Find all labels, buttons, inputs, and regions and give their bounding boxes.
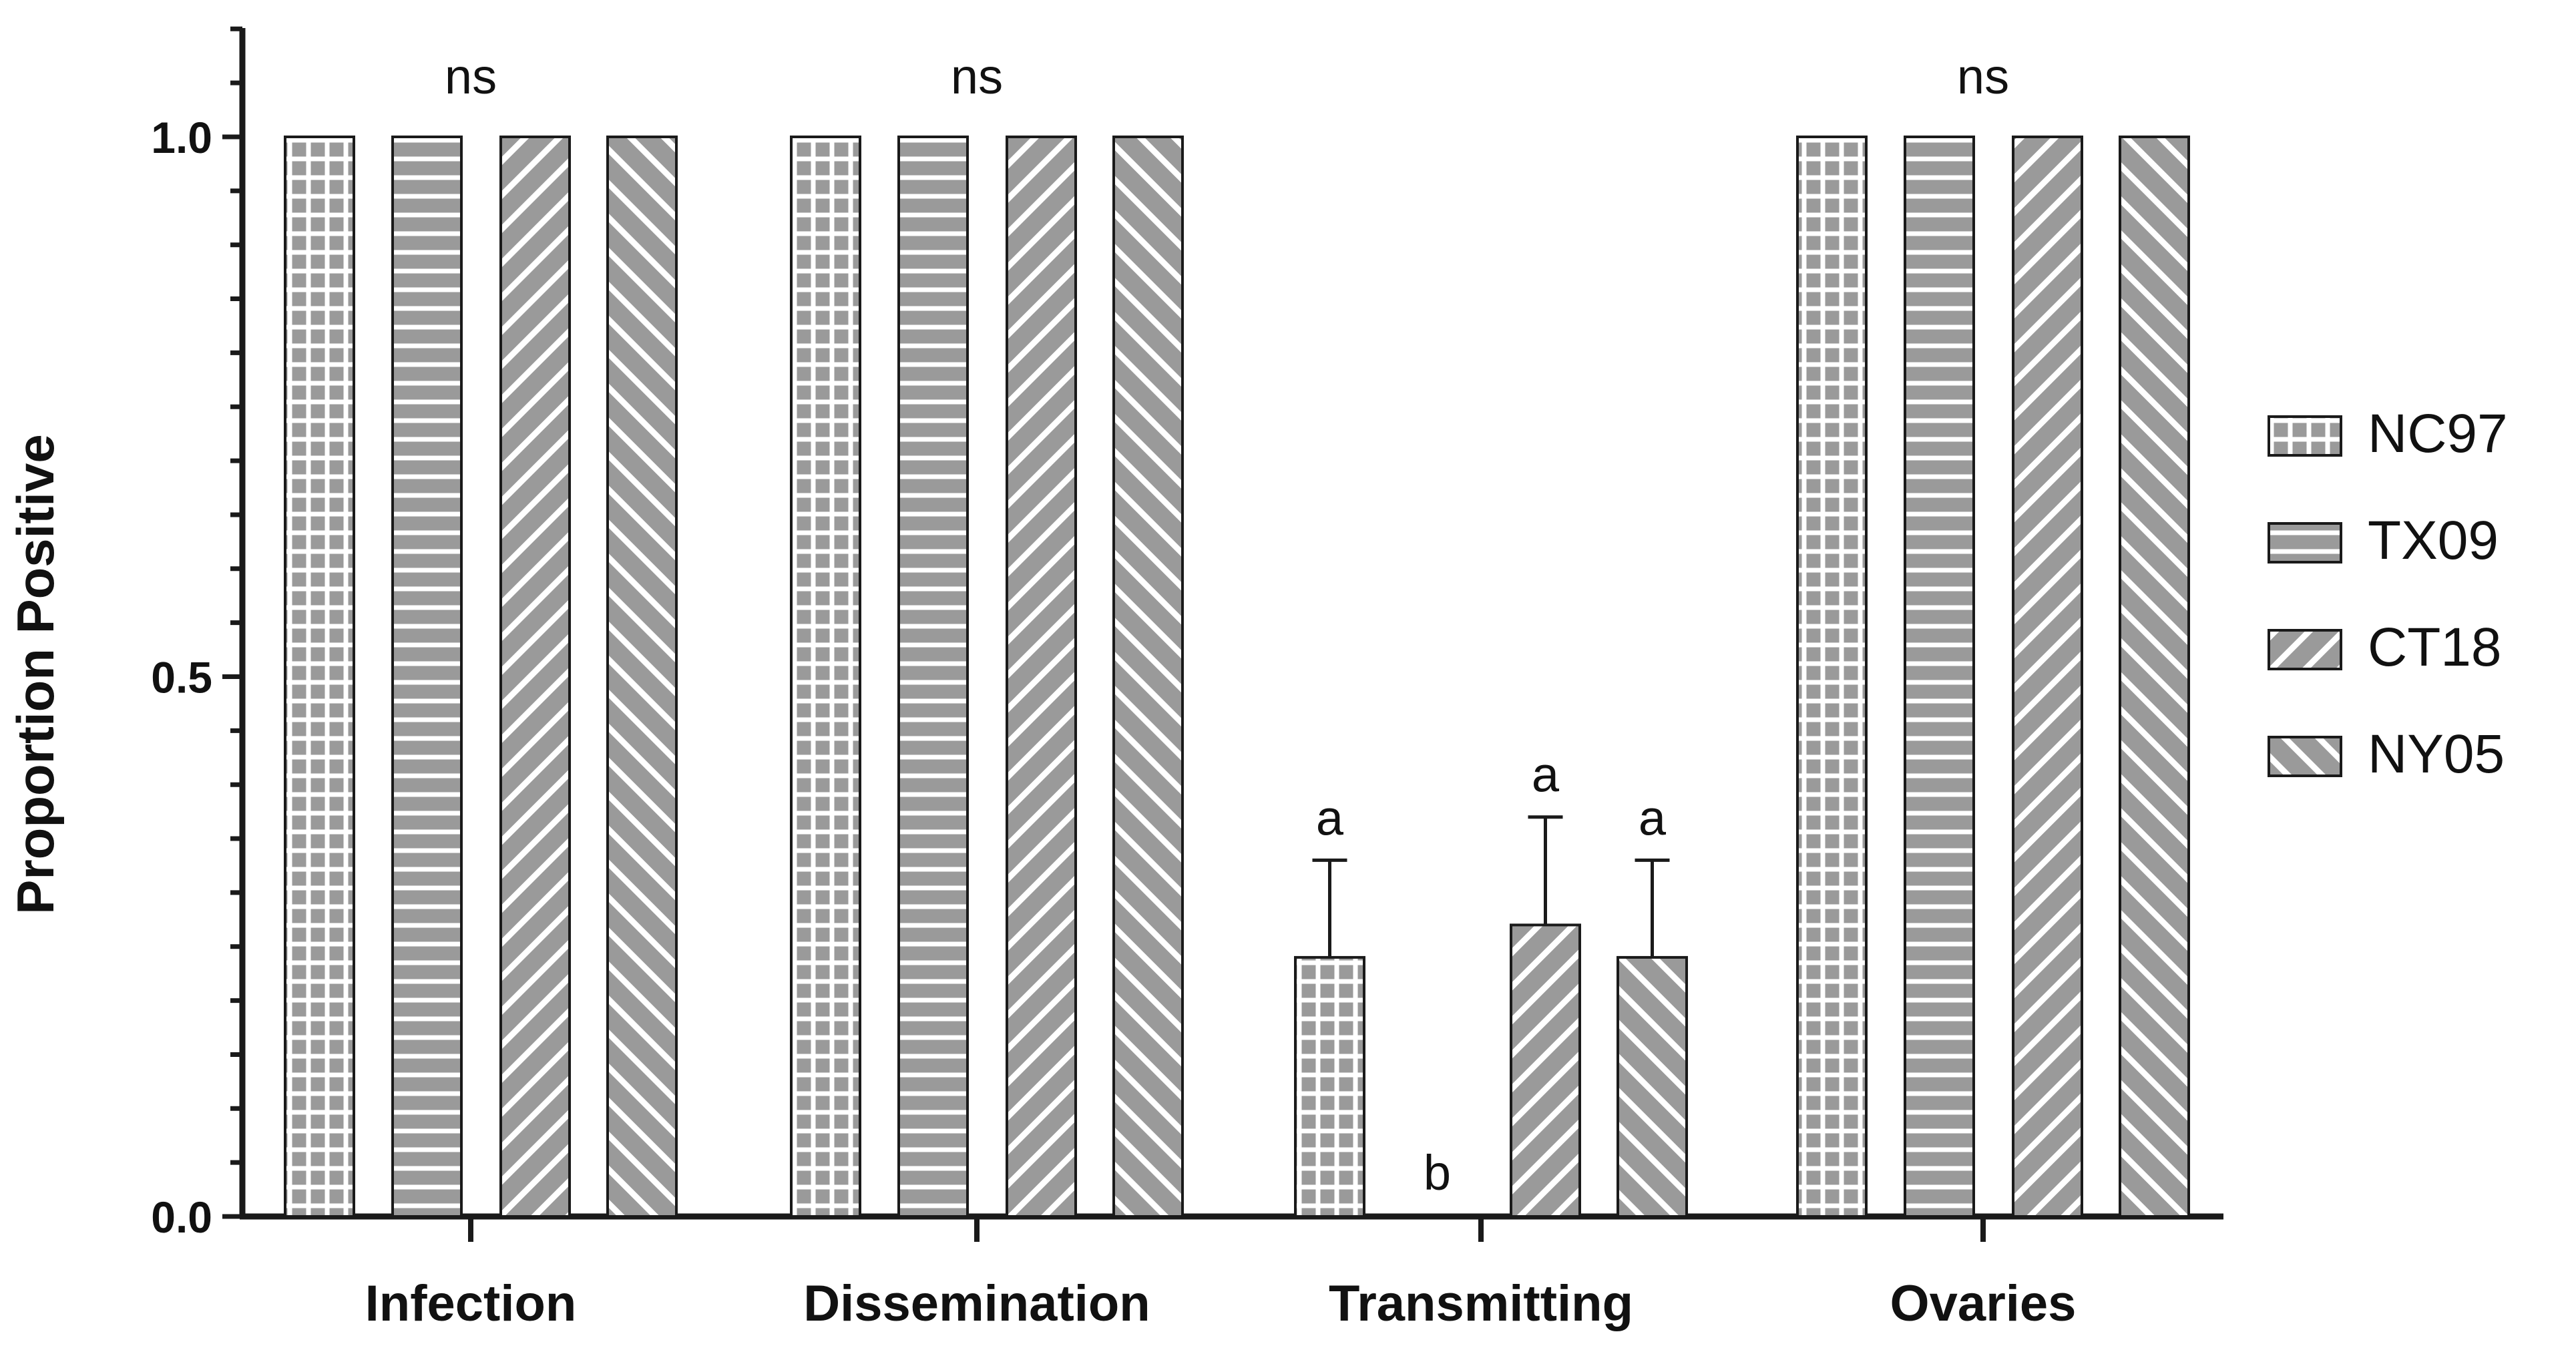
bars-layer xyxy=(284,136,2190,1218)
group-annotation-ns: ns xyxy=(951,49,1003,104)
legend-label-nc97: NC97 xyxy=(2368,403,2508,464)
bar-ct18-infection xyxy=(499,136,571,1218)
bar-ct18-transmitting xyxy=(1510,923,1581,1218)
x-tick-label-dissemination: Dissemination xyxy=(803,1275,1150,1332)
y-tick-label: 1.0 xyxy=(151,113,212,162)
bar-tx09-ovaries xyxy=(1904,136,1975,1218)
legend-swatch-ny05 xyxy=(2268,736,2342,777)
x-tick-label-infection: Infection xyxy=(365,1275,577,1332)
legend: NC97 TX09 CT18 NY05 xyxy=(2268,403,2508,784)
significance-letter: a xyxy=(1532,747,1560,803)
bar-ny05-dissemination xyxy=(1112,136,1184,1218)
legend-label-ct18: CT18 xyxy=(2368,617,2502,678)
bar-tx09-dissemination xyxy=(897,136,969,1218)
y-tick-label: 0.5 xyxy=(151,653,212,702)
legend-swatch-ct18 xyxy=(2268,629,2342,670)
bar-ct18-dissemination xyxy=(1006,136,1077,1218)
x-tick-label-ovaries: Ovaries xyxy=(1890,1275,2077,1332)
y-tick-label: 0.0 xyxy=(151,1192,212,1242)
bar-ny05-infection xyxy=(606,136,678,1218)
bar-nc97-ovaries xyxy=(1796,136,1868,1218)
bar-nc97-dissemination xyxy=(790,136,861,1218)
legend-swatch-nc97 xyxy=(2268,415,2342,457)
bar-ny05-transmitting xyxy=(1617,955,1688,1218)
labels-layer: a b a a ns ns ns xyxy=(445,49,2009,1200)
legend-swatch-tx09 xyxy=(2268,522,2342,564)
group-annotation-ns: ns xyxy=(445,49,497,104)
legend-label-tx09: TX09 xyxy=(2368,510,2499,571)
group-annotation-ns: ns xyxy=(1957,49,2009,104)
bar-nc97-infection xyxy=(284,136,355,1218)
y-axis-label: Proportion Positive xyxy=(6,434,65,914)
x-tick-label-transmitting: Transmitting xyxy=(1329,1275,1633,1332)
significance-letter: a xyxy=(1316,790,1344,845)
significance-letter: a xyxy=(1639,790,1667,845)
significance-letter: b xyxy=(1424,1145,1451,1200)
bar-tx09-infection xyxy=(391,136,463,1218)
legend-label-ny05: NY05 xyxy=(2368,724,2505,784)
bar-ct18-ovaries xyxy=(2012,136,2083,1218)
bar-nc97-transmitting xyxy=(1294,955,1365,1218)
bar-ny05-ovaries xyxy=(2119,136,2190,1218)
